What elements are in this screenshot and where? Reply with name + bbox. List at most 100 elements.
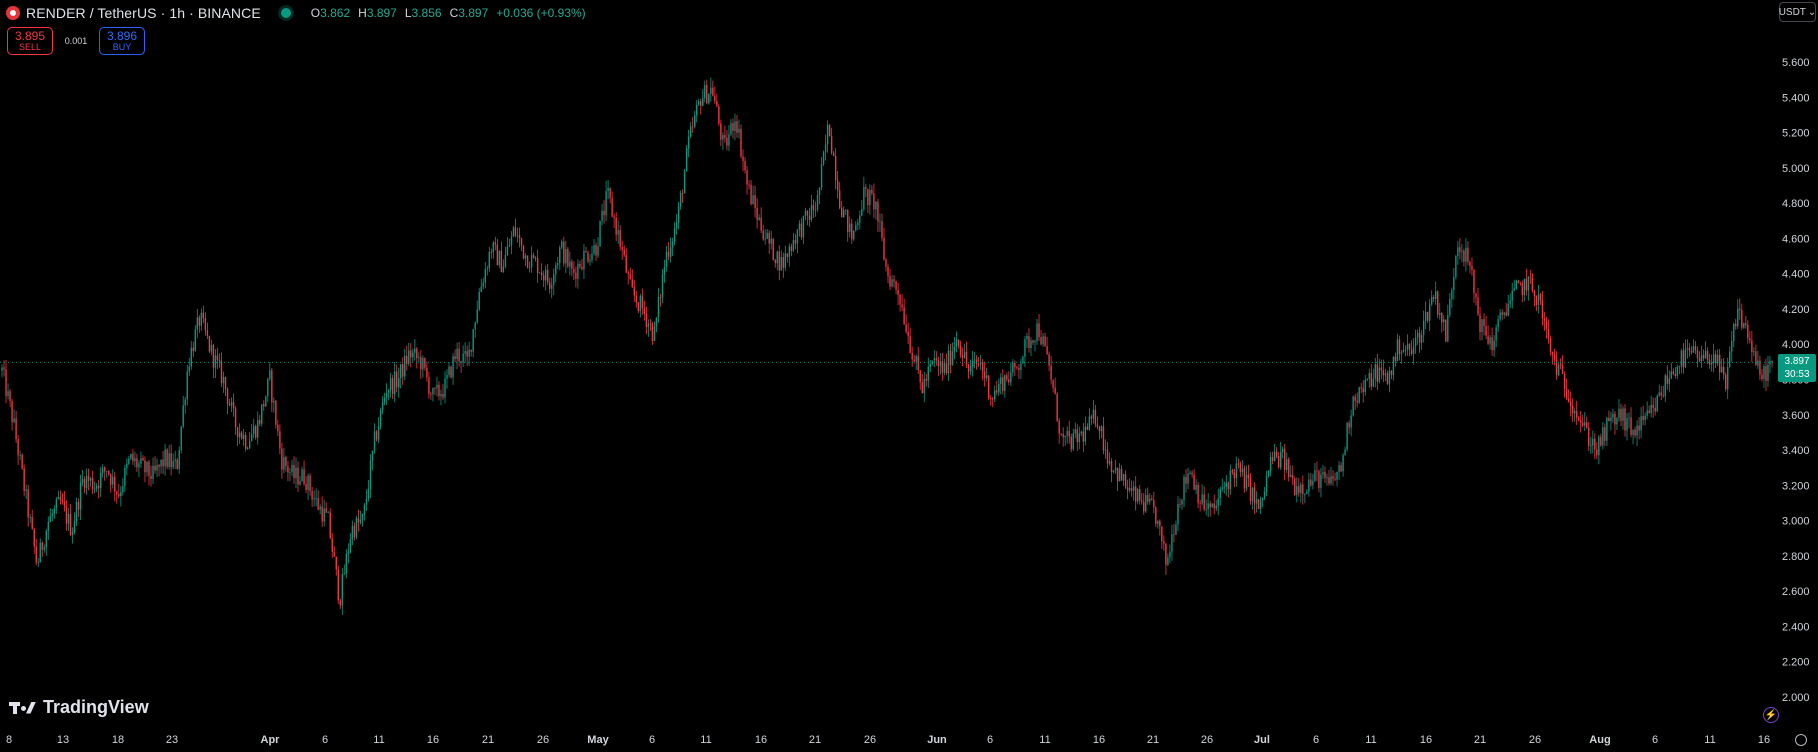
candle-body	[685, 148, 688, 172]
candle-body	[1040, 337, 1042, 345]
candle-body	[542, 275, 545, 281]
candle-body	[130, 453, 132, 459]
candle-body	[208, 336, 211, 352]
candle-body	[875, 201, 877, 210]
candle-body	[1175, 524, 1177, 535]
candle-body	[1231, 470, 1234, 473]
candle-body	[546, 269, 549, 283]
candle-body	[1334, 478, 1336, 480]
candle-body	[466, 351, 468, 357]
market-status-icon[interactable]	[280, 8, 291, 18]
candle-body	[873, 193, 875, 210]
candle-body	[754, 195, 756, 208]
candle-body	[85, 475, 88, 488]
candle-body	[893, 279, 895, 282]
candle-body	[446, 374, 448, 379]
time-tick-label: Aug	[1589, 734, 1610, 746]
sell-price: 3.895	[14, 28, 46, 43]
tradingview-watermark[interactable]: TradingView	[9, 697, 149, 718]
candle-body	[1388, 370, 1391, 384]
candle-body	[1694, 346, 1697, 351]
candle-body	[1362, 388, 1364, 393]
candle-body	[504, 254, 507, 267]
candle-body	[1298, 486, 1300, 494]
candle-body	[571, 261, 573, 269]
candle-body	[196, 317, 199, 330]
candle-body	[1620, 408, 1622, 421]
candle-body	[1153, 500, 1155, 508]
candle-body	[29, 517, 31, 518]
candle-body	[25, 489, 27, 492]
candle-body	[1700, 354, 1703, 362]
candle-body	[103, 467, 106, 472]
candle-body	[557, 263, 559, 266]
lightning-icon[interactable]: ⚡	[1763, 707, 1779, 723]
candle-body	[996, 390, 998, 393]
candle-body	[59, 497, 62, 501]
candle-body	[1529, 276, 1532, 278]
candle-body	[1527, 276, 1530, 291]
candle-body	[1151, 498, 1153, 501]
candle-body	[162, 459, 164, 467]
candle-body	[647, 323, 650, 328]
candle-body	[1729, 351, 1731, 367]
candle-body	[293, 464, 295, 478]
candle-body	[1145, 494, 1147, 512]
candle-body	[287, 466, 289, 473]
sell-button[interactable]: 3.895 SELL	[7, 27, 53, 55]
candle-body	[1646, 410, 1648, 416]
settings-icon[interactable]	[1795, 734, 1807, 746]
candle-body	[255, 426, 257, 438]
candle-body	[273, 400, 275, 403]
candle-body	[478, 291, 480, 310]
candle-body	[1753, 351, 1755, 353]
candle-body	[814, 209, 817, 211]
candle-body	[1259, 499, 1262, 509]
currency-selector[interactable]: USDT ⌄	[1779, 2, 1816, 22]
candle-body	[79, 483, 82, 510]
candle-body	[1648, 410, 1650, 414]
candle-body	[514, 227, 517, 236]
candle-body	[373, 431, 376, 451]
candle-body	[669, 247, 672, 257]
candle-body	[780, 257, 782, 271]
candle-body	[607, 187, 609, 191]
candle-body	[202, 312, 205, 319]
candle-body	[1342, 454, 1344, 472]
candle-body	[397, 378, 400, 388]
candle-body	[1078, 433, 1081, 443]
candle-body	[1636, 425, 1638, 436]
candle-body	[450, 366, 452, 378]
price-tick-label: 3.200	[1782, 480, 1810, 492]
candle-body	[1128, 488, 1131, 491]
candle-body	[1612, 413, 1614, 418]
time-tick-label: 21	[1474, 734, 1486, 746]
candle-body	[246, 448, 249, 449]
candle-body	[1670, 371, 1673, 379]
candle-body	[808, 215, 811, 220]
candle-body	[957, 339, 960, 346]
candle-body	[1724, 374, 1727, 390]
candle-body	[47, 522, 50, 531]
candle-body	[851, 223, 853, 240]
candle-body	[593, 245, 595, 254]
candle-body	[1187, 473, 1189, 484]
candle-body	[1020, 363, 1022, 370]
candle-body	[782, 257, 784, 268]
candle-body	[987, 375, 990, 399]
candle-body	[756, 207, 758, 220]
candle-body	[732, 123, 734, 131]
price-axis: 5.600 5.400 5.200 5.000 4.800 4.600 4.400 4.200…	[1782, 57, 1810, 704]
symbol-title[interactable]: RENDER / TetherUS · 1h · BINANCE	[26, 5, 261, 21]
candle-body	[843, 209, 845, 218]
candle-body	[97, 485, 100, 489]
candle-body	[248, 441, 251, 449]
candle-body	[244, 434, 247, 449]
candle-body	[1350, 415, 1352, 428]
candle-body	[941, 361, 944, 373]
candle-body	[581, 267, 583, 270]
candle-body	[1602, 427, 1604, 446]
candle-body	[812, 204, 815, 211]
buy-button[interactable]: 3.896 BUY	[99, 27, 145, 55]
